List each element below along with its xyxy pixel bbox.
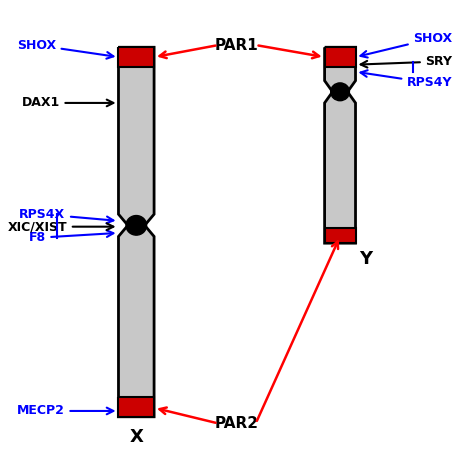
PathPatch shape <box>325 47 356 67</box>
Text: RPS4X: RPS4X <box>19 208 113 223</box>
PathPatch shape <box>118 397 154 417</box>
PathPatch shape <box>118 47 154 417</box>
Circle shape <box>331 83 349 101</box>
Circle shape <box>126 216 146 235</box>
PathPatch shape <box>325 47 356 243</box>
Text: F8: F8 <box>28 230 113 244</box>
Text: PAR2: PAR2 <box>215 416 259 431</box>
Text: XIC/XIST: XIC/XIST <box>8 220 113 233</box>
Text: SHOX: SHOX <box>17 39 113 59</box>
PathPatch shape <box>325 228 356 243</box>
Text: MECP2: MECP2 <box>17 405 113 418</box>
PathPatch shape <box>118 47 154 67</box>
Text: SRY: SRY <box>361 55 453 68</box>
Text: SHOX: SHOX <box>361 32 453 58</box>
Text: X: X <box>129 428 143 446</box>
Text: Y: Y <box>359 250 373 268</box>
Text: PAR1: PAR1 <box>215 37 259 53</box>
Text: RPS4Y: RPS4Y <box>361 70 453 89</box>
Text: DAX1: DAX1 <box>21 97 113 110</box>
